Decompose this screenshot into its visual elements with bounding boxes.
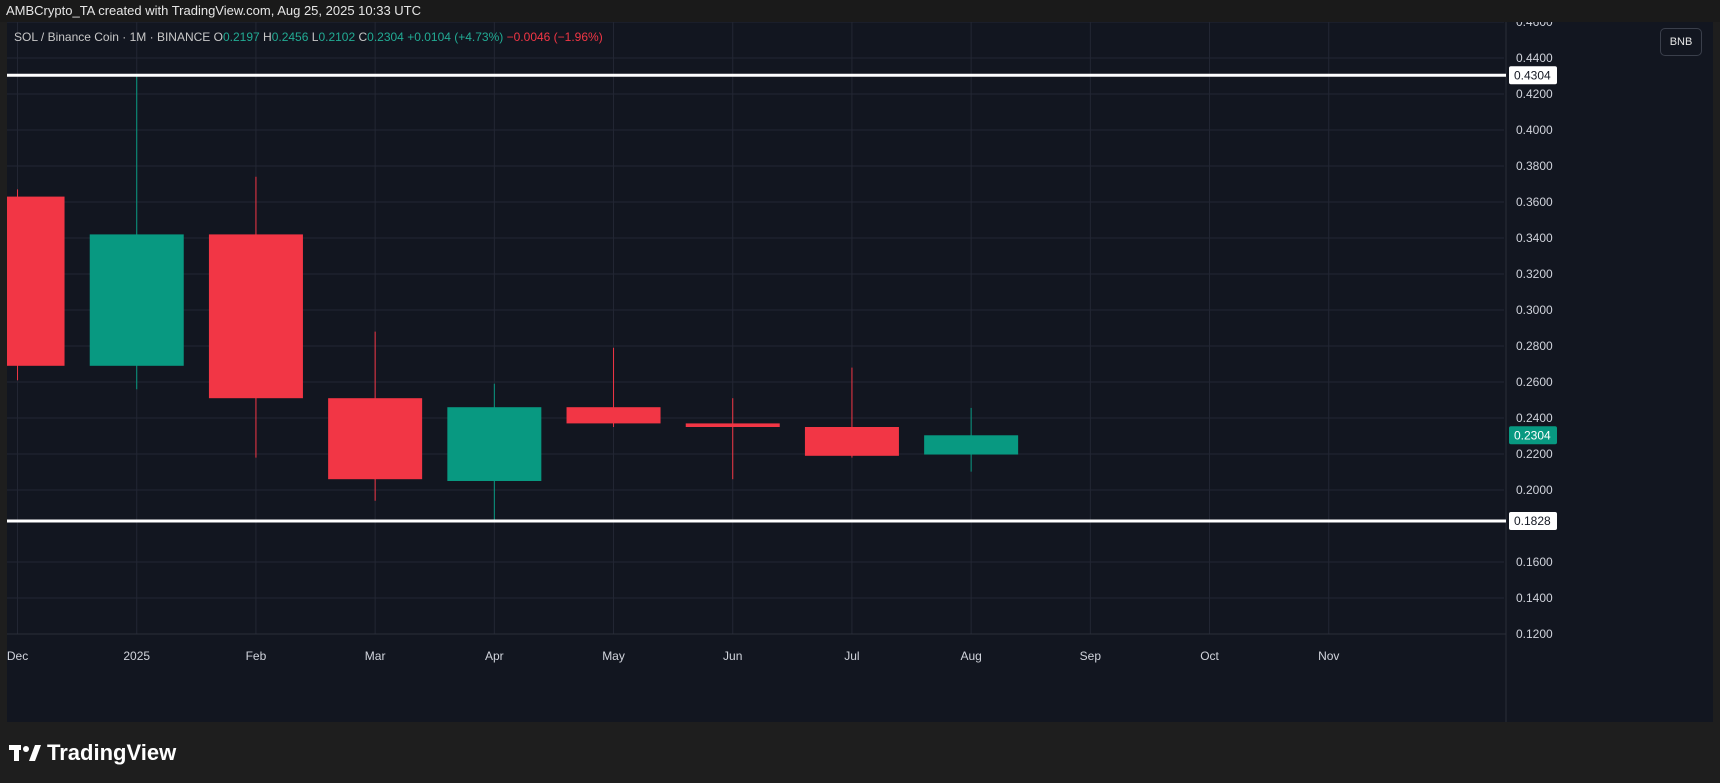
x-tick-label: 2025	[123, 649, 150, 663]
close-value: 0.2304	[367, 30, 404, 44]
y-tick-label: 0.2800	[1516, 339, 1553, 353]
x-tick-label: Dec	[7, 649, 28, 663]
tradingview-logo[interactable]: TradingView	[9, 740, 176, 766]
attribution-text: AMBCrypto_TA created with TradingView.co…	[6, 3, 422, 18]
x-tick-label: Jul	[844, 649, 859, 663]
candle-body	[328, 398, 423, 480]
candle-body	[447, 407, 542, 481]
y-tick-label: 0.2000	[1516, 483, 1553, 497]
change-value: +0.0104 (+4.73%)	[407, 30, 504, 44]
y-tick-label: 0.3800	[1516, 159, 1553, 173]
y-tick-label: 0.2600	[1516, 375, 1553, 389]
level-price-tag	[1509, 66, 1557, 85]
y-tick-label: 0.3000	[1516, 303, 1553, 317]
candlestick-chart[interactable]: Dec 2025 Feb Mar Apr May Jun Jul Aug Sep Oct Nov 0.1…	[7, 22, 1713, 722]
low-value: 0.2102	[318, 30, 356, 44]
tradingview-icon	[9, 745, 41, 761]
currency-unit-button[interactable]: BNB	[1660, 28, 1702, 56]
open-label: O	[213, 30, 223, 44]
level-price-tag	[1509, 511, 1557, 530]
candle-body	[89, 234, 184, 366]
change2-value: −0.0046 (−1.96%)	[506, 30, 603, 44]
open-value: 0.2197	[222, 30, 260, 44]
x-tick-label: Jun	[723, 649, 742, 663]
last-price-tag	[1509, 426, 1557, 445]
candle-body	[804, 427, 899, 456]
x-tick-label: Nov	[1318, 649, 1339, 663]
high-value: 0.2456	[271, 30, 309, 44]
candle-body	[685, 423, 780, 427]
x-tick-label: Apr	[485, 649, 504, 663]
y-tick-label: 0.4600	[1516, 22, 1553, 29]
x-tick-label: Sep	[1080, 649, 1102, 663]
y-tick-label: 0.3600	[1516, 195, 1553, 209]
y-tick-label: 0.4200	[1516, 87, 1553, 101]
level-price-label: 0.1828	[1514, 514, 1551, 528]
x-tick-label: Oct	[1200, 649, 1219, 663]
symbol-label: SOL / Binance Coin · 1M · BINANCE	[14, 30, 211, 44]
y-tick-label: 0.3400	[1516, 231, 1553, 245]
last-price-label: 0.2304	[1514, 428, 1551, 442]
y-tick-label: 0.1200	[1516, 627, 1553, 641]
tradingview-logo-text: TradingView	[47, 740, 177, 765]
y-tick-label: 0.3200	[1516, 267, 1553, 281]
level-price-label: 0.4304	[1514, 68, 1551, 82]
x-tick-label: Mar	[365, 649, 386, 663]
close-label: C	[358, 30, 368, 44]
ohlc-legend: SOL / Binance Coin · 1M · BINANCE O0.219…	[14, 30, 603, 44]
y-tick-label: 0.2400	[1516, 411, 1553, 425]
x-tick-label: May	[602, 649, 625, 663]
y-tick-label: 0.1600	[1516, 555, 1553, 569]
y-tick-label: 0.4000	[1516, 123, 1553, 137]
y-tick-label: 0.2200	[1516, 447, 1553, 461]
candle-body	[7, 196, 65, 366]
x-tick-label: Aug	[960, 649, 981, 663]
candle-body	[924, 435, 1019, 455]
y-tick-label: 0.4400	[1516, 51, 1553, 65]
candle-body	[566, 407, 661, 424]
x-tick-label: Feb	[246, 649, 267, 663]
high-label: H	[263, 30, 272, 44]
attribution-bar: AMBCrypto_TA created with TradingView.co…	[0, 0, 1720, 22]
candle-body	[208, 234, 303, 399]
y-tick-label: 0.1400	[1516, 591, 1553, 605]
low-label: L	[311, 30, 319, 44]
footer	[0, 722, 1720, 783]
